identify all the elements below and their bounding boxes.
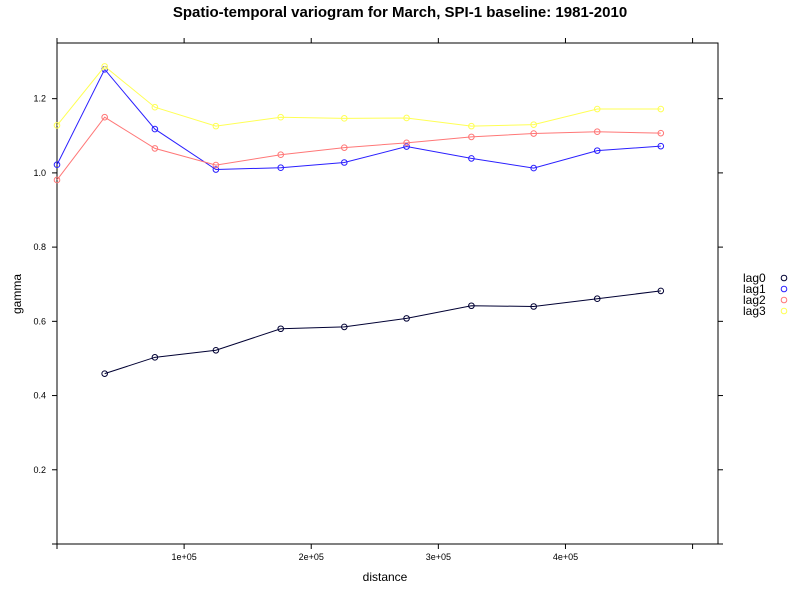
series-lag2 xyxy=(53,113,665,184)
data-point xyxy=(530,303,537,310)
x-tick-label: 3e+05 xyxy=(426,552,451,562)
data-point xyxy=(151,103,159,111)
data-point xyxy=(340,115,348,122)
plot-frame xyxy=(56,42,719,545)
data-point xyxy=(53,161,61,169)
data-point xyxy=(657,287,665,295)
data-point xyxy=(212,166,220,173)
legend-marker xyxy=(780,307,788,315)
data-point xyxy=(277,325,285,333)
data-point xyxy=(468,122,475,130)
series-line xyxy=(56,68,661,171)
legend-label: lag1 xyxy=(743,282,766,296)
data-point xyxy=(530,164,537,172)
data-point xyxy=(340,323,348,331)
data-point xyxy=(277,113,285,121)
series-lag1 xyxy=(53,66,665,173)
y-tick-label: 1.2 xyxy=(33,94,46,104)
data-point xyxy=(530,121,537,128)
data-point xyxy=(593,128,601,135)
legend-label: lag0 xyxy=(743,271,766,285)
data-point xyxy=(212,346,220,354)
y-tick-label: 0.6 xyxy=(33,316,46,326)
x-axis-title: distance xyxy=(363,570,408,584)
data-point xyxy=(403,143,410,150)
y-tick-label: 0.4 xyxy=(33,391,46,401)
y-tick-label: 1.0 xyxy=(33,168,46,178)
data-point xyxy=(657,142,665,150)
x-tick-label: 2e+05 xyxy=(299,552,324,562)
y-tick-label: 0.8 xyxy=(33,242,46,252)
data-point xyxy=(468,133,475,141)
y-axis-title: gamma xyxy=(10,274,24,314)
data-point xyxy=(340,159,348,166)
data-point xyxy=(403,139,410,147)
data-point xyxy=(340,144,348,151)
data-point xyxy=(212,122,220,130)
axis-ticks: 1e+05 2e+05 3e+05 4e+05 0.2 0.4 0.6 0.8 1.0 1.2 xyxy=(33,38,723,562)
series-line xyxy=(104,290,661,375)
data-point xyxy=(593,295,601,302)
legend-label: lag2 xyxy=(743,293,766,307)
legend-marker xyxy=(780,274,788,282)
series-line xyxy=(56,65,661,127)
data-point xyxy=(403,315,410,322)
data-point xyxy=(403,114,410,122)
data-point xyxy=(53,122,61,129)
data-point xyxy=(151,125,159,133)
data-point xyxy=(657,129,665,137)
series-lag0 xyxy=(101,287,665,377)
data-point xyxy=(593,147,601,154)
data-point xyxy=(101,370,108,377)
chart-title: Spatio-temporal variogram for March, SPI… xyxy=(172,4,628,21)
x-tick-label: 4e+05 xyxy=(553,552,578,562)
data-point xyxy=(530,130,537,137)
legend-marker xyxy=(780,285,788,293)
legend-label: lag3 xyxy=(743,304,766,318)
data-point xyxy=(101,113,108,121)
y-tick-label: 0.2 xyxy=(33,465,46,475)
data-point xyxy=(53,176,61,184)
x-tick-label: 1e+05 xyxy=(171,552,196,562)
series-layer xyxy=(53,63,665,377)
data-point xyxy=(212,161,220,169)
legend-marker xyxy=(780,296,788,304)
data-point xyxy=(277,164,285,171)
data-point xyxy=(468,155,475,162)
data-point xyxy=(468,302,475,310)
data-point xyxy=(151,354,159,361)
data-point xyxy=(593,105,601,113)
data-point xyxy=(101,63,108,70)
series-line xyxy=(56,116,661,181)
data-point xyxy=(277,151,285,159)
series-lag3 xyxy=(53,63,665,130)
data-point xyxy=(657,105,665,113)
data-point xyxy=(151,145,159,152)
